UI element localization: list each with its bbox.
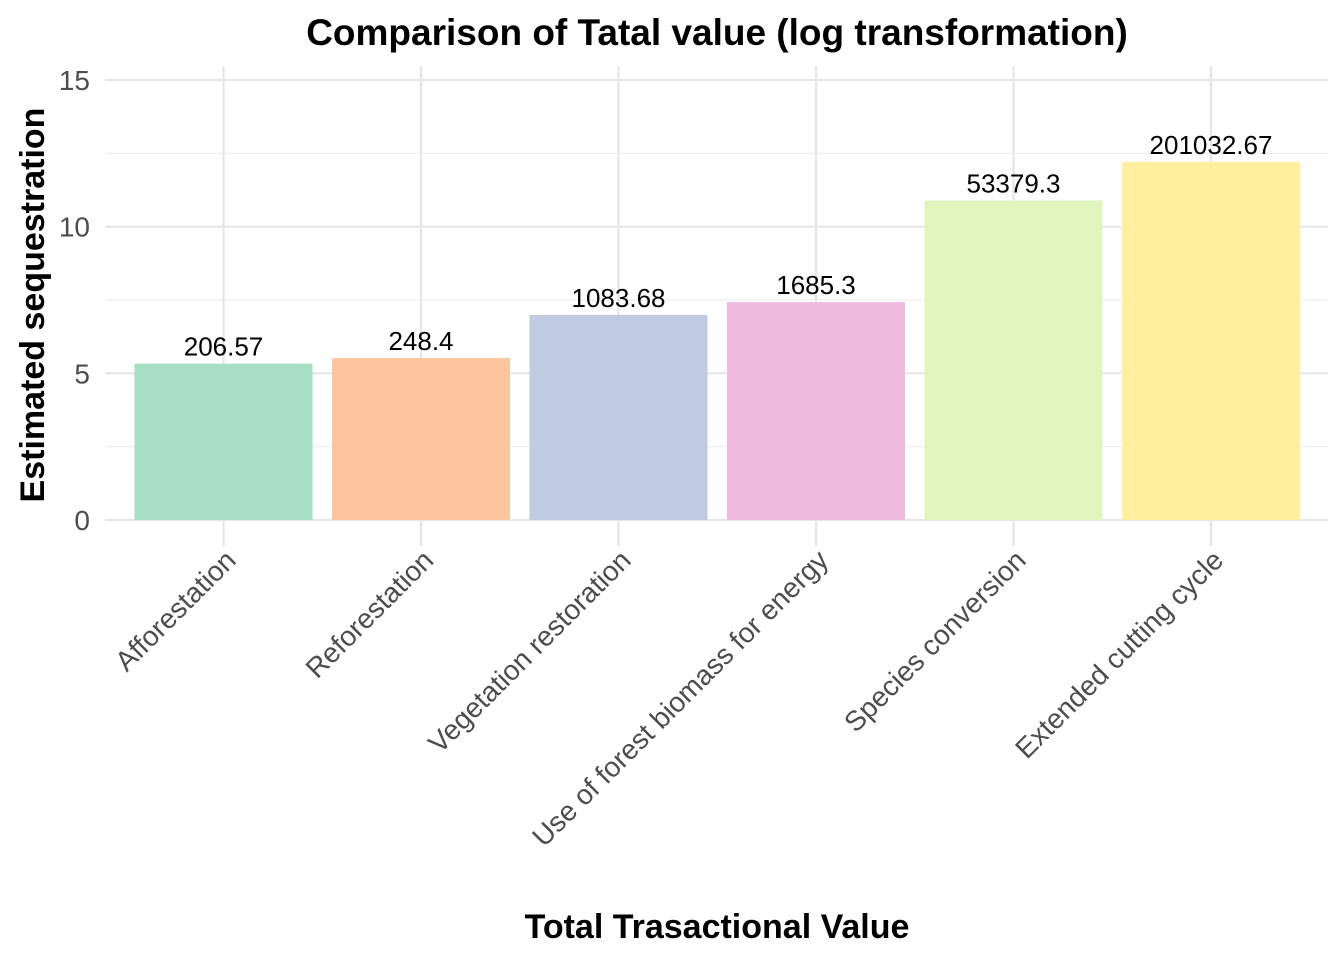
bars [134, 161, 1300, 520]
y-axis-ticks: 0 5 10 15 [59, 65, 90, 536]
bar [727, 302, 905, 520]
y-axis-title: Estimated sequestration [14, 108, 52, 503]
x-tick-label: Extended cutting cycle [1009, 544, 1229, 764]
y-tick-label: 10 [59, 212, 90, 243]
bar-value-label: 248.4 [388, 326, 453, 356]
bar-value-label: 1685.3 [776, 270, 856, 300]
data-labels: 206.57 248.4 1083.68 1685.3 53379.3 201032.67 [184, 130, 1273, 362]
bar-value-label: 201032.67 [1150, 130, 1273, 160]
bar-value-label: 1083.68 [572, 283, 666, 313]
y-tick-label: 0 [74, 505, 90, 536]
bar [332, 358, 510, 520]
x-tick-label: Afforestation [109, 544, 242, 677]
bar [1122, 161, 1300, 520]
y-tick-label: 5 [74, 358, 90, 389]
x-tick-label: Reforestation [300, 544, 440, 684]
bar [924, 200, 1103, 520]
bar-value-label: 206.57 [184, 332, 264, 362]
chart-title: Comparison of Tatal value (log transform… [306, 12, 1128, 53]
bar [134, 363, 313, 520]
x-tick-label: Species conversion [838, 544, 1032, 738]
y-tick-label: 15 [59, 65, 90, 96]
bar [529, 314, 708, 520]
x-tick-label: Vegetation restoration [422, 544, 637, 759]
x-axis-title: Total Trasactional Value [525, 908, 910, 946]
bar-value-label: 53379.3 [967, 169, 1061, 199]
